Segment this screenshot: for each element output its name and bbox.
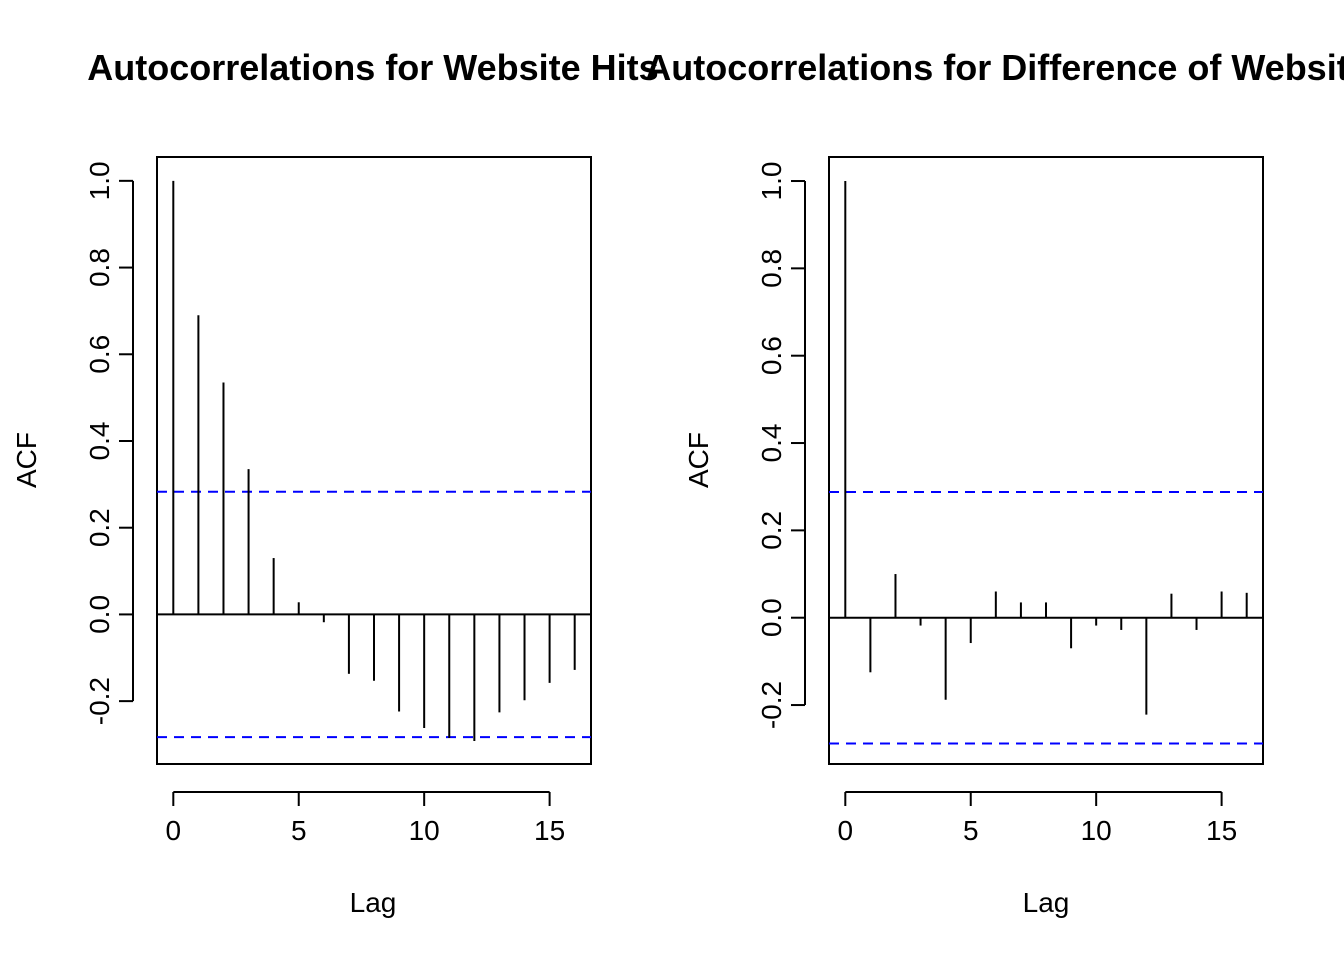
x-axis-title: Lag <box>350 887 397 918</box>
y-tick-label: 1.0 <box>756 162 787 201</box>
x-tick-label: 0 <box>166 815 182 846</box>
plot-frame <box>828 156 1264 765</box>
y-tick-label: 0.4 <box>84 422 115 461</box>
x-tick-label: 5 <box>963 815 979 846</box>
plot-frame <box>156 156 592 765</box>
x-tick-label: 10 <box>409 815 440 846</box>
y-tick-label: 0.0 <box>84 595 115 634</box>
y-axis-title: ACF <box>11 432 42 488</box>
y-tick-label: 0.4 <box>756 424 787 463</box>
y-tick-label: 1.0 <box>84 161 115 200</box>
acf-panel-difference-website-hits: Autocorrelations for Difference of Websi… <box>645 47 1344 918</box>
y-tick-label: 0.6 <box>84 335 115 374</box>
chart-title: Autocorrelations for Difference of Websi… <box>645 47 1344 88</box>
y-tick-label: 0.0 <box>756 598 787 637</box>
y-tick-label: 0.8 <box>84 248 115 287</box>
x-tick-label: 10 <box>1081 815 1112 846</box>
x-tick-label: 0 <box>838 815 854 846</box>
y-tick-label: 0.8 <box>756 249 787 288</box>
acf-panel-website-hits: Autocorrelations for Website Hits Lag AC… <box>11 47 659 918</box>
x-tick-label: 15 <box>534 815 565 846</box>
x-tick-label: 15 <box>1206 815 1237 846</box>
y-axis-title: ACF <box>683 432 714 488</box>
chart-title: Autocorrelations for Website Hits <box>87 47 658 88</box>
x-tick-label: 5 <box>291 815 307 846</box>
y-tick-label: 0.2 <box>756 511 787 550</box>
y-tick-label: 0.2 <box>84 508 115 547</box>
y-tick-label: -0.2 <box>756 681 787 729</box>
y-tick-label: 0.6 <box>756 336 787 375</box>
x-axis-title: Lag <box>1023 887 1070 918</box>
y-tick-label: -0.2 <box>84 677 115 725</box>
